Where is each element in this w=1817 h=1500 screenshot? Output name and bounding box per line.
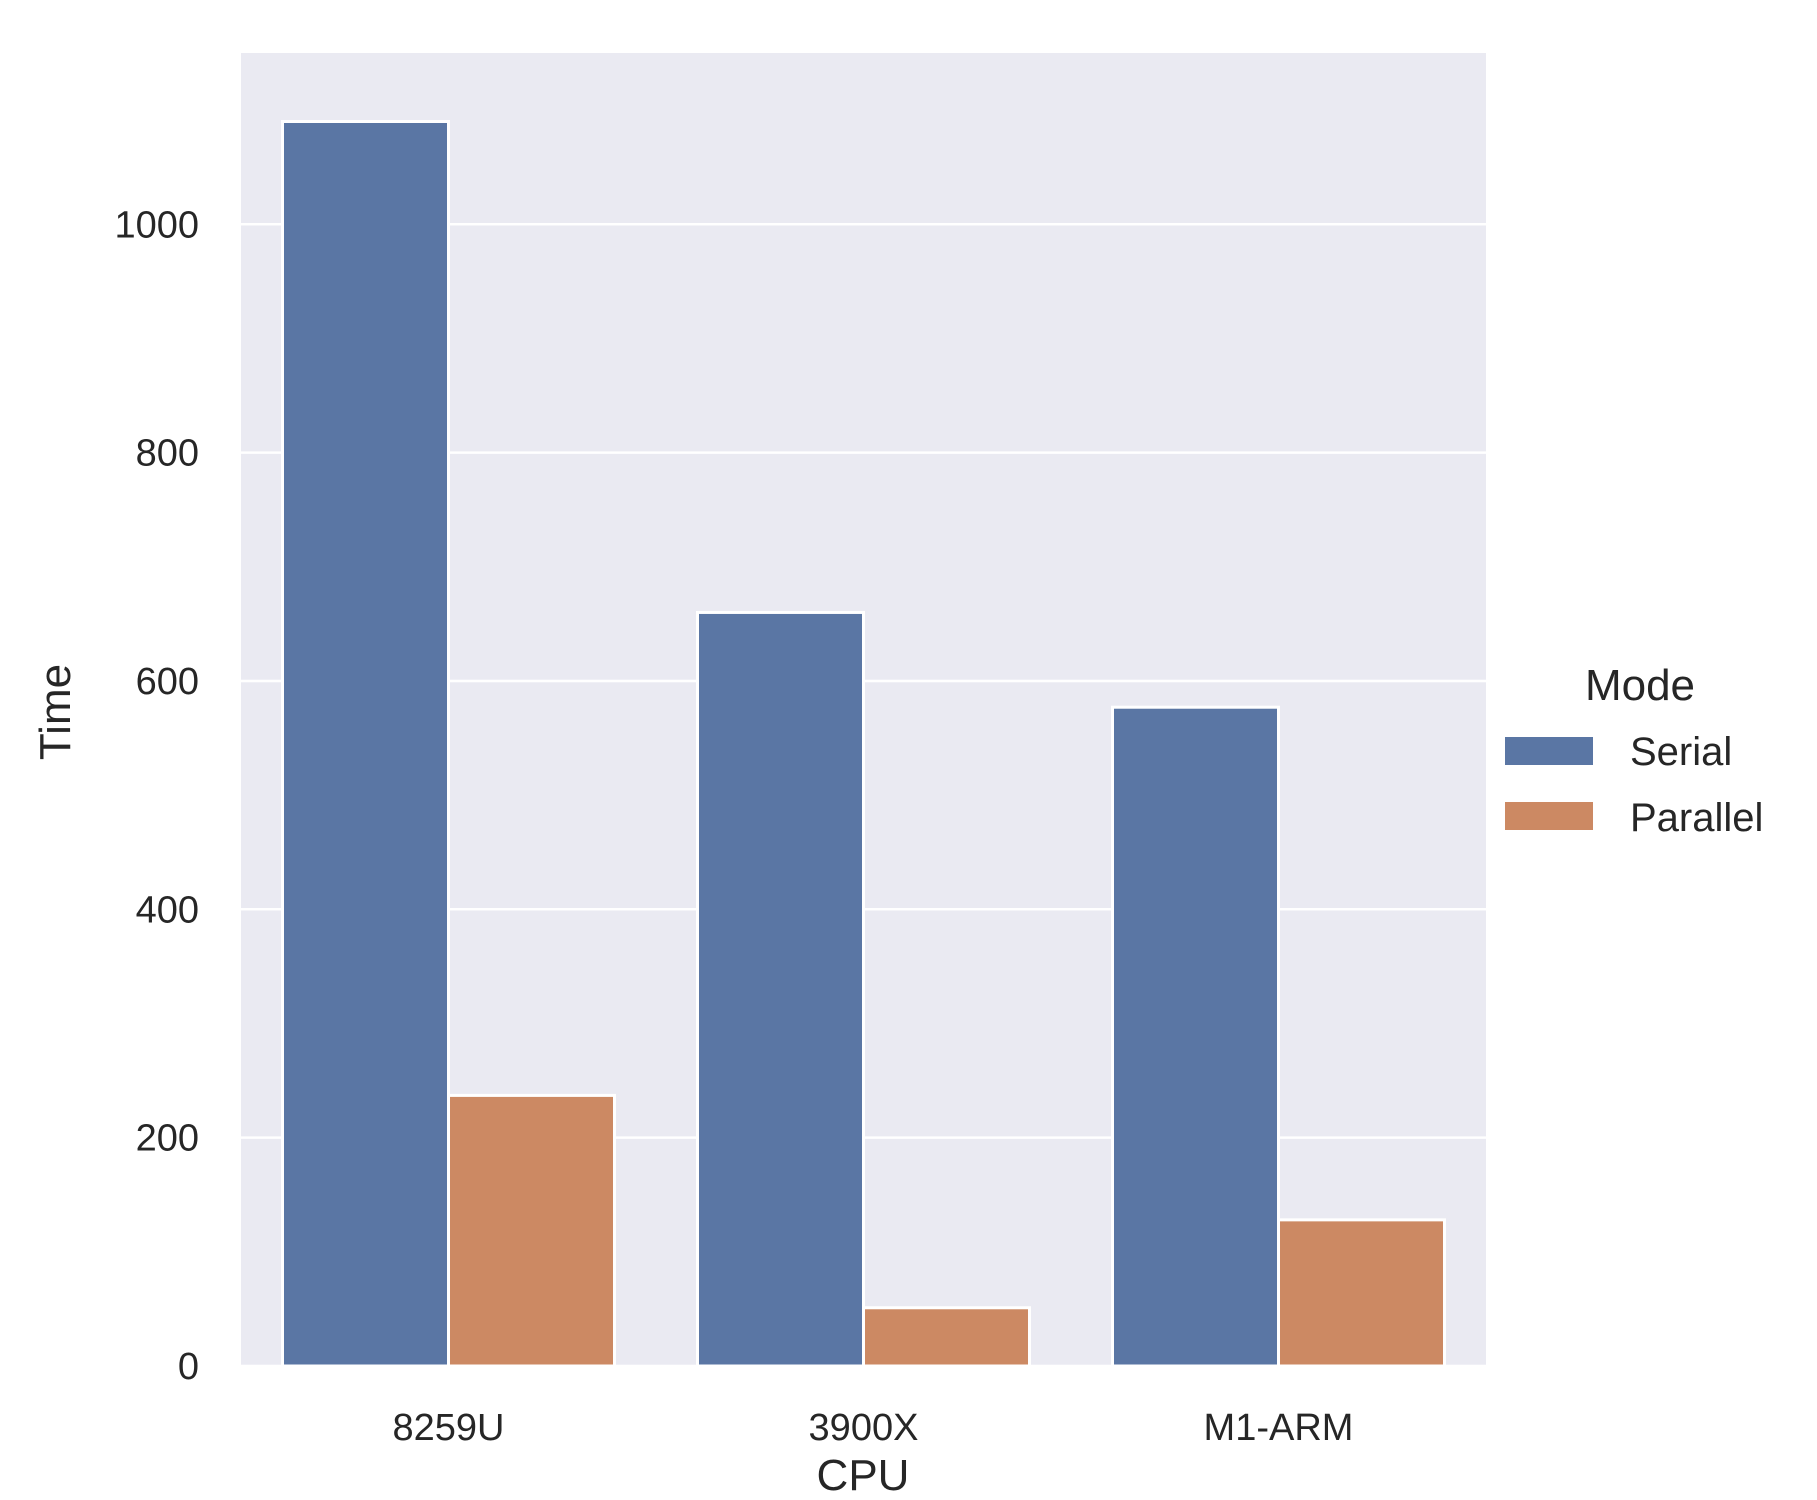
x-tick-3900x: 3900X	[809, 1407, 919, 1449]
y-tick-600: 600	[136, 661, 199, 703]
y-tick-800: 800	[136, 433, 199, 475]
bars	[281, 120, 1446, 1368]
bar-parallel-m1-arm	[1277, 1218, 1446, 1368]
legend-label-parallel: Parallel	[1630, 796, 1763, 840]
y-tick-1000: 1000	[114, 204, 199, 246]
x-tick-labels: 8259U 3900X M1-ARM	[393, 1407, 1354, 1449]
legend-label-serial: Serial	[1630, 730, 1732, 774]
bar-serial-m1-arm	[1111, 705, 1280, 1368]
x-tick-m1-arm: M1-ARM	[1204, 1407, 1354, 1449]
x-axis-label: CPU	[817, 1451, 910, 1500]
y-tick-200: 200	[136, 1118, 199, 1160]
bar-parallel-3900x	[862, 1306, 1031, 1368]
bar-serial-8259u	[281, 120, 450, 1368]
y-axis-label: Time	[31, 664, 80, 760]
bar-serial-3900x	[696, 610, 865, 1368]
y-tick-0: 0	[178, 1346, 199, 1388]
legend-title: Mode	[1585, 661, 1695, 710]
legend-swatch-serial	[1505, 737, 1593, 765]
bar-parallel-8259u	[447, 1093, 616, 1368]
legend-swatch-parallel	[1505, 802, 1593, 830]
y-tick-400: 400	[136, 889, 199, 931]
x-tick-8259u: 8259U	[393, 1407, 505, 1449]
y-tick-labels: 0 200 400 600 800 1000	[114, 204, 199, 1388]
legend: Mode Serial Parallel	[1505, 661, 1763, 840]
